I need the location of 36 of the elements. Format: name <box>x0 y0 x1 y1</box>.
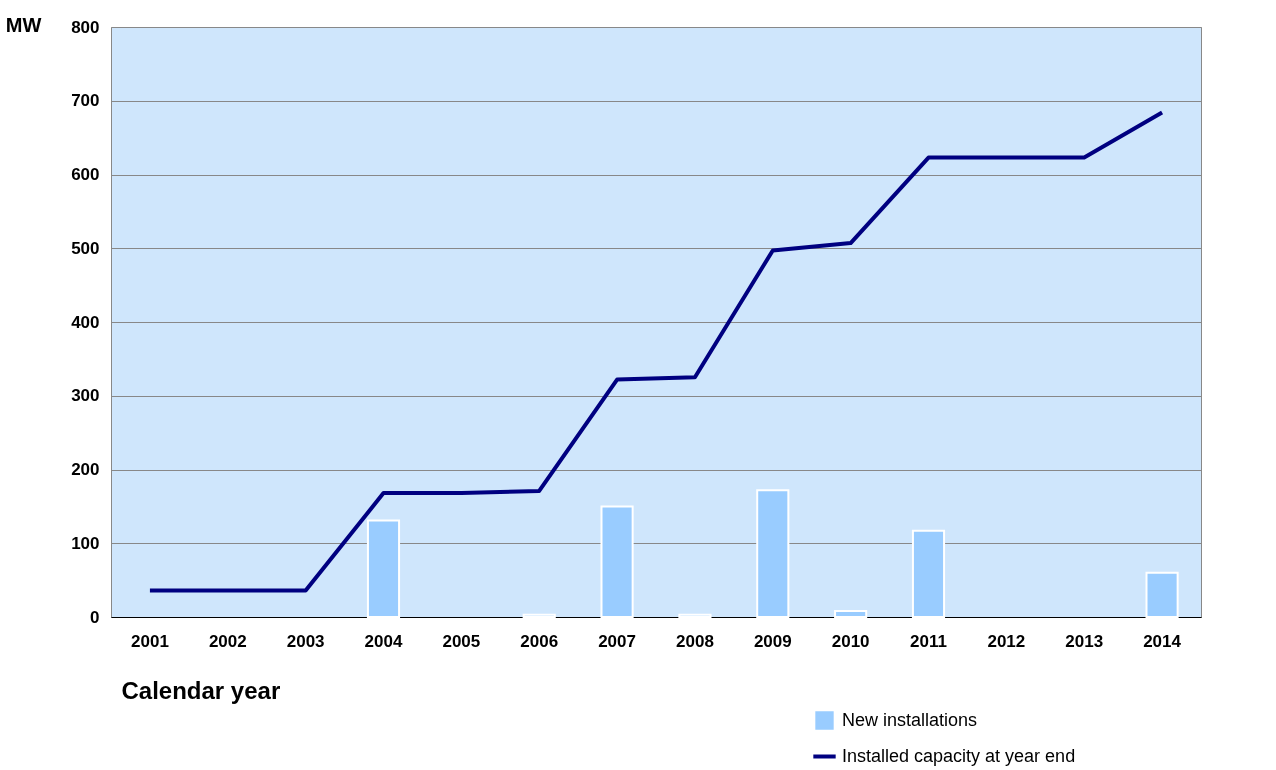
legend-label: New installations <box>842 709 978 730</box>
y-tick-label: 200 <box>71 460 100 479</box>
x-tick-label: 2001 <box>131 631 169 651</box>
legend-label: Installed capacity at year end <box>842 745 1076 766</box>
x-axis-title: Calendar year <box>121 676 281 704</box>
y-tick-label: 100 <box>71 533 100 553</box>
y-tick-label: 500 <box>71 238 100 258</box>
x-tick-label: 2004 <box>364 631 403 651</box>
y-tick-label: 600 <box>71 165 100 184</box>
y-tick-label: 300 <box>71 386 100 406</box>
bar <box>911 529 946 618</box>
y-tick-label: 700 <box>71 91 100 111</box>
y-tick-label: 0 <box>90 607 100 627</box>
x-tick-label: 2011 <box>910 631 947 651</box>
bar <box>522 613 556 618</box>
x-tick-label: 2008 <box>676 631 714 651</box>
y-axis-title: MW <box>5 13 42 36</box>
bar <box>600 505 634 618</box>
bar <box>834 610 868 618</box>
x-tick-label: 2009 <box>753 631 792 651</box>
x-tick-label: 2012 <box>987 631 1026 651</box>
y-tick-label: 400 <box>71 312 100 332</box>
x-tick-label: 2002 <box>208 631 247 651</box>
x-tick-label: 2014 <box>1143 631 1182 651</box>
x-tick-label: 2003 <box>286 631 325 651</box>
x-tick-label: 2007 <box>598 631 636 651</box>
bar <box>366 519 401 618</box>
bar <box>1145 571 1179 618</box>
line-series <box>147 110 1165 593</box>
x-tick-label: 2010 <box>831 631 870 651</box>
x-tick-label: 2013 <box>1065 631 1104 651</box>
x-tick-label: 2005 <box>442 631 481 651</box>
bar <box>678 613 712 618</box>
y-tick-label: 800 <box>71 17 100 37</box>
x-tick-label: 2006 <box>520 631 559 651</box>
bar <box>756 489 790 618</box>
